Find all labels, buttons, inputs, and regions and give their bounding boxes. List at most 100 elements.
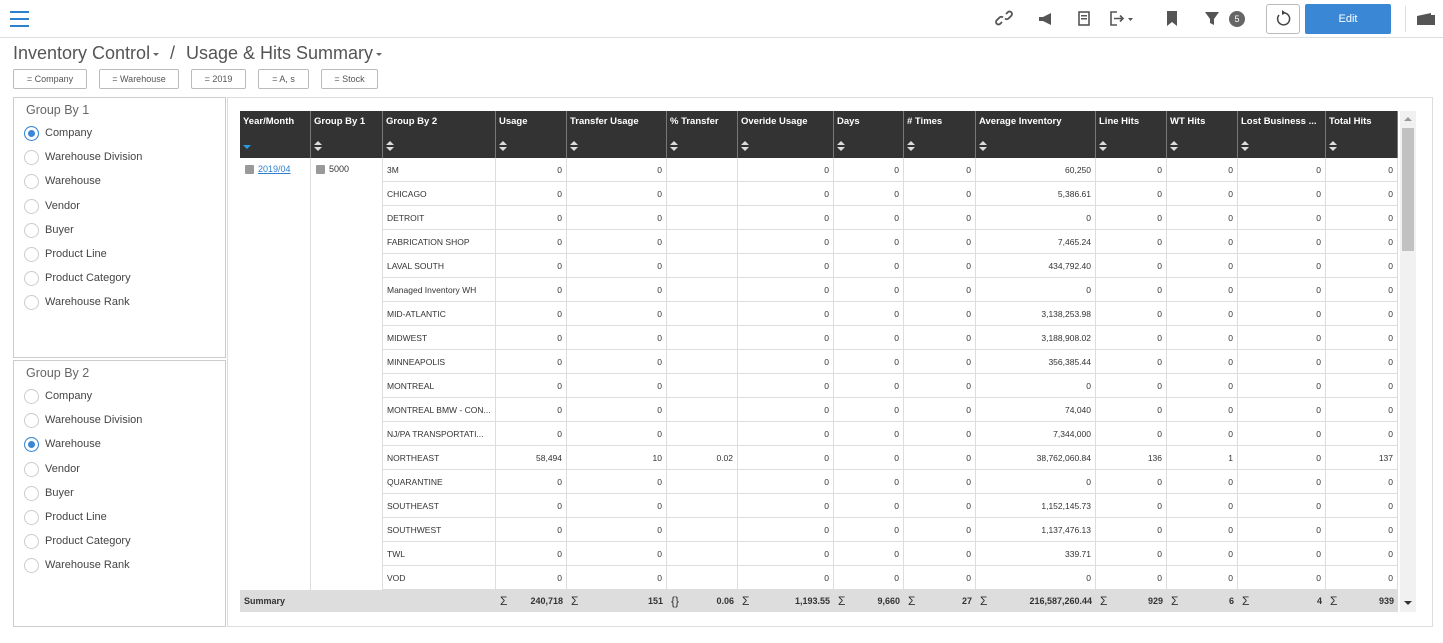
radio-label[interactable]: Vendor <box>45 199 80 212</box>
cell: 0 <box>904 518 976 542</box>
column-header[interactable]: Overide Usage <box>738 111 834 158</box>
sort-arrows[interactable] <box>1098 140 1108 152</box>
column-header[interactable]: Transfer Usage <box>567 111 667 158</box>
panel-button[interactable] <box>1415 10 1437 28</box>
column-header[interactable]: Lost Business ... <box>1238 111 1326 158</box>
radio[interactable] <box>24 295 39 311</box>
cell: 1,152,145.73 <box>976 494 1096 518</box>
radio[interactable] <box>24 126 39 141</box>
row-label: MINNEAPOLIS <box>383 350 496 374</box>
radio-label[interactable]: Warehouse Division <box>45 414 143 427</box>
radio-label[interactable]: Company <box>45 390 93 402</box>
cell: 0 <box>496 518 567 542</box>
radio-label[interactable]: Warehouse Rank <box>45 559 130 572</box>
cell: 0 <box>1096 182 1167 206</box>
sort-arrows[interactable] <box>978 140 988 152</box>
collapse-toggle[interactable] <box>316 165 325 174</box>
radio[interactable] <box>24 534 39 550</box>
cell: 0 <box>904 326 976 350</box>
sort-arrows[interactable] <box>1240 140 1250 152</box>
radio-label[interactable]: Product Category <box>45 535 131 548</box>
radio-label[interactable]: Warehouse <box>45 438 101 451</box>
sort-indicator[interactable] <box>242 140 252 152</box>
sort-arrows[interactable] <box>740 140 750 152</box>
sort-arrows[interactable] <box>836 140 846 152</box>
cell: 0 <box>567 374 667 398</box>
filter-chip[interactable]: = Warehouse <box>99 69 179 89</box>
radio[interactable] <box>24 413 39 429</box>
column-header[interactable]: # Times <box>904 111 976 158</box>
radio[interactable] <box>24 174 39 190</box>
radio[interactable] <box>24 222 39 238</box>
cell: 1 <box>1167 446 1238 470</box>
column-header[interactable]: Group By 2 <box>383 111 496 158</box>
radio-label[interactable]: Warehouse Division <box>45 151 143 164</box>
cell: 0 <box>1326 470 1398 494</box>
group-by-2-panel <box>13 360 226 627</box>
sort-arrows[interactable] <box>669 140 679 152</box>
radio-label[interactable]: Warehouse Rank <box>45 296 130 309</box>
year-month-link[interactable]: 2019/04 <box>258 164 291 174</box>
cell: 0 <box>567 278 667 302</box>
scrollbar-thumb[interactable] <box>1402 128 1414 251</box>
breadcrumb-view[interactable]: Usage & Hits Summary <box>186 43 374 63</box>
radio-label[interactable]: Buyer <box>45 223 74 236</box>
column-header[interactable]: Usage <box>496 111 567 158</box>
filter-chip[interactable]: = Stock <box>321 69 378 89</box>
toolbar-icons[interactable] <box>995 9 1255 29</box>
cell: 0 <box>1238 158 1326 182</box>
radio-label[interactable]: Vendor <box>45 462 80 475</box>
cell: 0 <box>567 326 667 350</box>
cell: 0 <box>738 446 834 470</box>
column-header[interactable]: Line Hits <box>1096 111 1167 158</box>
radio[interactable] <box>24 558 39 574</box>
cell: 0 <box>1326 326 1398 350</box>
cell: 0 <box>496 302 567 326</box>
column-header[interactable]: Total Hits <box>1326 111 1398 158</box>
scroll-up[interactable] <box>1402 114 1414 124</box>
filter-chip[interactable]: = A, s <box>258 69 309 89</box>
column-header[interactable]: WT Hits <box>1167 111 1238 158</box>
column-header[interactable]: Year/Month <box>240 111 311 158</box>
radio[interactable] <box>24 198 39 214</box>
radio[interactable] <box>24 485 39 501</box>
radio[interactable] <box>24 247 39 262</box>
radio-label[interactable]: Product Line <box>45 248 107 260</box>
radio[interactable] <box>24 437 39 453</box>
cell: 0 <box>1238 542 1326 566</box>
radio-label[interactable]: Buyer <box>45 486 74 499</box>
radio[interactable] <box>24 389 39 404</box>
menu-button[interactable] <box>8 8 32 30</box>
sort-arrows[interactable] <box>906 140 916 152</box>
radio-label[interactable]: Warehouse <box>45 175 101 188</box>
column-header[interactable]: Group By 1 <box>311 111 383 158</box>
filter-chip[interactable]: = 2019 <box>191 69 246 89</box>
sort-arrows[interactable] <box>1328 140 1338 152</box>
sort-arrows[interactable] <box>1169 140 1179 152</box>
edit-button[interactable]: Edit <box>1305 4 1391 34</box>
column-header[interactable]: Days <box>834 111 904 158</box>
sort-arrows[interactable] <box>385 140 395 152</box>
collapse-toggle[interactable] <box>245 165 254 174</box>
scroll-down[interactable] <box>1402 598 1414 608</box>
radio[interactable] <box>24 271 39 287</box>
radio[interactable] <box>24 461 39 477</box>
breadcrumb-report[interactable]: Inventory Control <box>13 43 151 63</box>
refresh-button[interactable] <box>1266 4 1300 34</box>
sort-arrows[interactable] <box>569 140 579 152</box>
radio-label[interactable]: Product Category <box>45 272 131 285</box>
radio[interactable] <box>24 510 39 525</box>
cell: 0 <box>834 422 904 446</box>
column-header[interactable]: % Transfer <box>667 111 738 158</box>
radio-label[interactable]: Product Line <box>45 511 107 523</box>
cell: 0 <box>496 206 567 230</box>
radio-label[interactable]: Company <box>45 127 93 139</box>
breadcrumb-caret <box>376 53 382 56</box>
sort-arrows[interactable] <box>498 140 508 152</box>
cell: 0 <box>567 182 667 206</box>
sort-arrows[interactable] <box>313 140 323 152</box>
column-header[interactable]: Average Inventory <box>976 111 1096 158</box>
group-column <box>240 158 311 590</box>
filter-chip[interactable]: = Company <box>13 69 87 89</box>
radio[interactable] <box>24 150 39 166</box>
